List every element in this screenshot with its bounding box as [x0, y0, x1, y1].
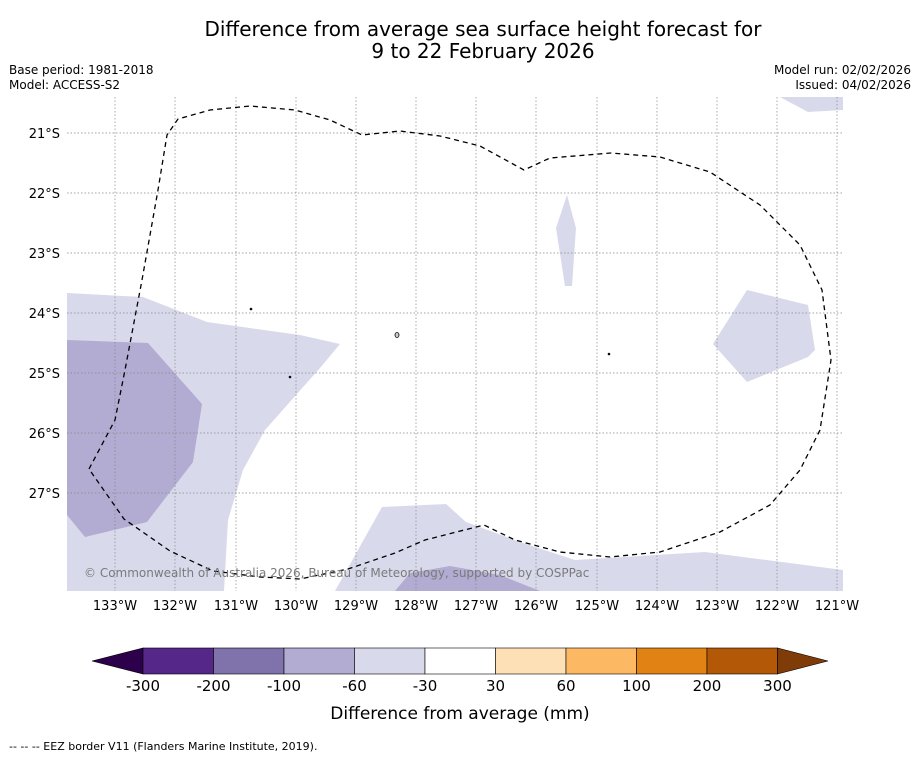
- y-tick-label: 25°S: [29, 367, 60, 382]
- x-tick-label: 131°W: [214, 599, 258, 614]
- colorbar-tick-labels: -300 -200 -100 -60 -30 30 60 100 200 300: [126, 677, 792, 695]
- colorbar-segment: [565, 647, 637, 675]
- x-tick-label: 126°W: [514, 599, 558, 614]
- colorbar-tick-label: 300: [763, 677, 792, 695]
- title-line-1: Difference from average sea surface heig…: [204, 17, 762, 41]
- plot-area: © Commonwealth of Australia 2026, Bureau…: [67, 97, 843, 591]
- x-tick-label: 133°W: [93, 599, 137, 614]
- model-run: Model run: 02/02/2026: [773, 63, 911, 77]
- colorbar-segment: [495, 647, 567, 675]
- x-axis-labels: 133°W 132°W 131°W 130°W 129°W 128°W 127°…: [93, 599, 859, 614]
- island: [249, 307, 253, 311]
- colorbar-tick-label: 60: [556, 677, 575, 695]
- colorbar-tick-label: 30: [486, 677, 505, 695]
- x-tick-label: 124°W: [635, 599, 679, 614]
- island: [607, 352, 611, 356]
- y-tick-label: 23°S: [29, 247, 60, 262]
- x-tick-label: 128°W: [394, 599, 438, 614]
- y-tick-label: 24°S: [29, 307, 60, 322]
- colorbar-tick-label: -60: [342, 677, 367, 695]
- meta-right: Model run: 02/02/2026 Issued: 04/02/2026: [774, 63, 911, 93]
- map-title: Difference from average sea surface heig…: [0, 18, 919, 62]
- title-line-2: 9 to 22 February 2026: [371, 39, 595, 63]
- x-tick-label: 122°W: [755, 599, 799, 614]
- y-axis-labels: 21°S 22°S 23°S 24°S 25°S 26°S 27°S: [29, 127, 60, 502]
- issued-date: Issued: 04/02/2026: [795, 78, 911, 92]
- colorbar-segment: [213, 647, 285, 675]
- colorbar-segment: [354, 647, 426, 675]
- x-tick-label: 123°W: [695, 599, 739, 614]
- model-name: Model: ACCESS-S2: [9, 78, 121, 92]
- colorbar-tick-label: -100: [267, 677, 301, 695]
- colorbar-tick-label: -200: [196, 677, 230, 695]
- x-tick-label: 132°W: [153, 599, 197, 614]
- islands: [249, 307, 611, 379]
- meta-left: Base period: 1981-2018 Model: ACCESS-S2: [9, 63, 154, 93]
- island: [394, 332, 400, 338]
- colorbar-tick-label: 200: [693, 677, 722, 695]
- south-strong-anomaly-region: [395, 566, 540, 591]
- colorbar-tick-label: -30: [413, 677, 438, 695]
- y-tick-label: 26°S: [29, 427, 60, 442]
- colorbar-over-triangle: [777, 647, 829, 675]
- central-north-anomaly-patch: [556, 195, 576, 286]
- northeast-anomaly-patch: [780, 97, 843, 112]
- east-anomaly-patch: [713, 290, 815, 382]
- x-tick-label: 130°W: [274, 599, 318, 614]
- colorbar-segment: [706, 647, 778, 675]
- colorbar-segment: [142, 647, 214, 675]
- eez-footnote: -- -- -- EEZ border V11 (Flanders Marine…: [9, 740, 318, 753]
- island: [288, 375, 292, 379]
- x-tick-label: 125°W: [575, 599, 619, 614]
- base-period: Base period: 1981-2018: [9, 63, 154, 77]
- y-tick-label: 27°S: [29, 487, 60, 502]
- colorbar: -300 -200 -100 -60 -30 30 60 100 200 300…: [91, 647, 829, 724]
- colorbar-segment: [636, 647, 708, 675]
- x-tick-label: 129°W: [334, 599, 378, 614]
- x-tick-label: 121°W: [815, 599, 859, 614]
- anomaly-shading-medium: [67, 340, 540, 591]
- copyright-notice: © Commonwealth of Australia 2026, Bureau…: [84, 566, 589, 580]
- colorbar-label: Difference from average (mm): [330, 704, 589, 724]
- west-strong-anomaly-region: [67, 340, 202, 537]
- colorbar-tick-label: 100: [622, 677, 651, 695]
- colorbar-tick-label: -300: [126, 677, 160, 695]
- y-tick-label: 21°S: [29, 127, 60, 142]
- colorbar-under-triangle: [91, 647, 144, 675]
- colorbar-segment: [283, 647, 355, 675]
- colorbar-segment: [424, 647, 496, 675]
- x-tick-label: 127°W: [454, 599, 498, 614]
- y-tick-label: 22°S: [29, 187, 60, 202]
